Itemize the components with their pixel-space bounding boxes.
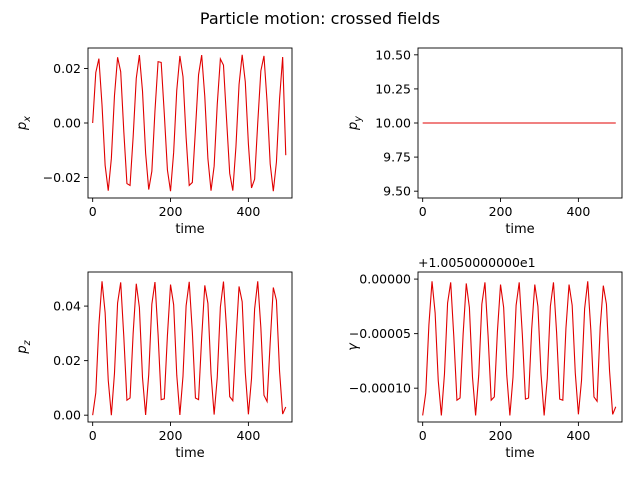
- px-y-tick-label: −0.02: [43, 170, 81, 185]
- gamma-y-axis-label: γ: [346, 342, 361, 351]
- pz-series-line: [92, 281, 287, 416]
- subplot-px: 0 200 400 −0.02 0.00 0.02 time px: [15, 47, 293, 237]
- px-y-axis-label: px: [15, 116, 33, 131]
- pz-axes-frame: [87, 271, 293, 423]
- px-x-tick-label: 200: [159, 204, 183, 219]
- gamma-x-tick-label: 200: [489, 428, 513, 443]
- subplot-gamma: 0 200 400 −0.00010 −0.00005 0.00000 time γ +1.00…: [346, 255, 623, 461]
- pz-y-tick-label: 0.04: [53, 299, 81, 314]
- gamma-y-tick-label: 0.00000: [359, 272, 411, 287]
- pz-y-axis-label: pz: [15, 339, 33, 354]
- pz-y-tick-label: 0.02: [53, 353, 81, 368]
- py-x-tick-label: 200: [489, 204, 513, 219]
- px-series-line: [92, 54, 287, 192]
- py-x-axis-label: time: [505, 222, 534, 237]
- py-y-tick-label: 10.00: [375, 116, 411, 131]
- pz-y-axis-label-base: p: [15, 345, 30, 354]
- py-y-axis-label-subscript: y: [353, 116, 364, 123]
- px-x-tick-label: 0: [89, 204, 97, 219]
- gamma-x-tick-label: 0: [419, 428, 427, 443]
- subplot-py: 0 200 400 9.50 9.75 10.00 10.25 10.50 time py: [346, 47, 623, 237]
- px-x-axis-label: time: [175, 222, 204, 237]
- py-x-tick-label: 400: [566, 204, 590, 219]
- py-y-tick-label: 9.75: [383, 150, 411, 165]
- pz-x-tick-label: 0: [89, 428, 97, 443]
- py-y-tick-label: 10.25: [375, 81, 411, 96]
- px-y-axis-label-base: p: [15, 122, 30, 131]
- py-y-axis-label: py: [346, 116, 364, 131]
- pz-x-axis-label: time: [175, 446, 204, 461]
- pz-y-tick-label: 0.00: [53, 408, 81, 423]
- px-y-tick-label: 0.02: [53, 61, 81, 76]
- gamma-x-axis-label: time: [505, 446, 534, 461]
- py-y-tick-label: 10.50: [375, 47, 411, 62]
- gamma-axes-frame: [417, 271, 623, 423]
- gamma-y-tick-label: −0.00005: [349, 326, 411, 341]
- px-y-axis-label-subscript: x: [22, 116, 33, 123]
- px-x-tick-label: 400: [236, 204, 260, 219]
- px-y-tick-label: 0.00: [53, 116, 81, 131]
- gamma-y-tick-label: −0.00010: [349, 381, 411, 396]
- py-x-tick-label: 0: [419, 204, 427, 219]
- gamma-series-line: [422, 281, 617, 416]
- py-y-axis-label-base: p: [346, 122, 361, 131]
- gamma-x-tick-label: 400: [566, 428, 590, 443]
- figure-title: Particle motion: crossed fields: [200, 9, 440, 28]
- py-y-tick-label: 9.50: [383, 184, 411, 199]
- subplot-pz: 0 200 400 0.00 0.02 0.04 time pz: [15, 271, 293, 461]
- gamma-offset-label: +1.0050000000e1: [418, 255, 536, 270]
- gamma-y-axis-label-base: γ: [346, 342, 361, 351]
- pz-y-axis-label-subscript: z: [22, 339, 33, 346]
- pz-x-tick-label: 400: [236, 428, 260, 443]
- pz-x-tick-label: 200: [159, 428, 183, 443]
